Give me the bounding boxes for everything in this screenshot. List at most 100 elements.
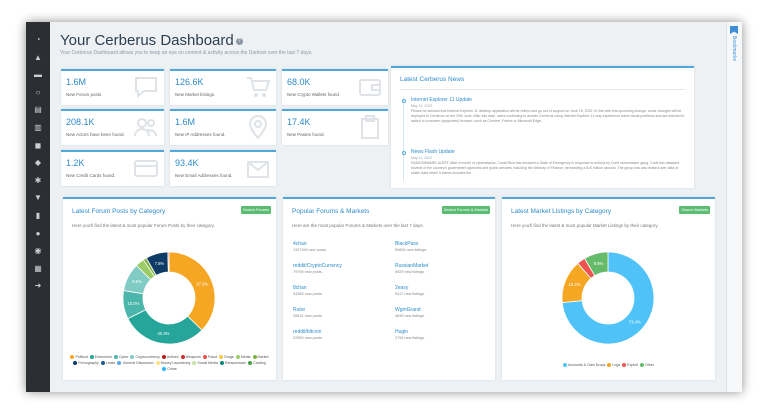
building-icon[interactable]: ▦: [34, 263, 42, 273]
forum-name[interactable]: 8chan: [293, 285, 307, 291]
forum-list-item[interactable]: 2easy 5017 new listings.: [395, 285, 495, 296]
forum-donut-chart: 37.3% 30.3% 10.0% 9.9% 7.8%: [122, 251, 216, 345]
legend-swatch: [563, 363, 568, 368]
legend-item[interactable]: Accounts & Gain Drops: [563, 362, 605, 368]
legend-item[interactable]: Fraud: [202, 354, 217, 360]
news-item-title[interactable]: Internet Explorer 11 Update: [411, 97, 473, 103]
legend-item[interactable]: Cryptocurrency: [130, 354, 160, 360]
bookmarks-label[interactable]: Bookmarks: [731, 36, 737, 62]
forum-list-item[interactable]: 4chan 1337494 new posts.: [293, 241, 393, 252]
legend-label: Drugs: [224, 355, 234, 359]
wallet-icon: [359, 79, 381, 96]
legend-item[interactable]: General Discussion: [117, 360, 154, 366]
forum-list-item[interactable]: Hugin 2794 new listings.: [395, 329, 495, 340]
user-icon[interactable]: ◉: [34, 246, 42, 256]
legend-item[interactable]: Political: [70, 354, 88, 360]
stat-value: 208.1K: [66, 117, 95, 127]
forum-list-item[interactable]: Rutor 26631 new posts.: [293, 307, 393, 318]
envelope-icon: [247, 161, 269, 178]
dashboard-icon[interactable]: ◔: [35, 35, 41, 44]
forum-name[interactable]: 2easy: [395, 285, 409, 291]
forum-name[interactable]: RussianMarket: [395, 263, 429, 269]
forum-list-item[interactable]: 8chan 34369 new posts.: [293, 285, 393, 296]
donut-slice[interactable]: [168, 251, 216, 331]
forum-name[interactable]: Hugin: [395, 329, 409, 335]
bug-icon[interactable]: ✱: [34, 175, 42, 185]
forum-list-item[interactable]: reddit/CryptoCurrency 79795 new posts.: [293, 263, 393, 274]
donut-slice[interactable]: [561, 251, 655, 345]
hammer-icon[interactable]: ▼: [34, 193, 42, 203]
legend-item[interactable]: Money Laundering: [155, 360, 191, 366]
legend-item[interactable]: Extremism: [89, 354, 112, 360]
cart-icon[interactable]: ◆: [34, 158, 42, 168]
help-icon[interactable]: ?: [235, 37, 243, 45]
forum-list-item[interactable]: reddit/bitcoin 22555 new posts.: [293, 329, 393, 340]
folder-icon[interactable]: ▬: [34, 70, 42, 80]
stat-card[interactable]: 126.6K New Market listings.: [170, 69, 276, 105]
stat-card[interactable]: 93.4K New Email Addresses found.: [170, 150, 276, 186]
legend-swatch: [219, 355, 224, 360]
stat-card[interactable]: 17.4K New Pastes found.: [282, 109, 388, 145]
market-category-panel: Latest Market Listings by Category Searc…: [502, 197, 715, 380]
legend-item[interactable]: Leaks: [100, 360, 115, 366]
search-forums-button[interactable]: Search Forums: [241, 206, 271, 214]
forum-count: 79795 new posts.: [293, 270, 323, 274]
legend-item[interactable]: Crime: [162, 366, 177, 372]
search-markets-button[interactable]: Search Markets: [679, 206, 710, 214]
chat-icon[interactable]: ◼: [34, 140, 42, 150]
chart-icon[interactable]: ▥: [34, 123, 42, 132]
forum-name[interactable]: Rutor: [293, 307, 306, 313]
legend-swatch: [192, 361, 197, 366]
legend-label: Other: [644, 363, 654, 367]
forum-name[interactable]: reddit/CryptoCurrency: [293, 263, 342, 269]
popular-forums-panel: Popular Forums & Markets Search Forums &…: [283, 197, 495, 380]
book-icon[interactable]: ▤: [34, 105, 42, 115]
chart-legend: Accounts & Gain Drops Logs Exploit Other: [508, 362, 709, 368]
legend-item[interactable]: Cyber: [113, 354, 129, 360]
donut-slice[interactable]: [167, 251, 170, 273]
news-item: Internet Explorer 11 Update May 31, 2022…: [411, 97, 685, 130]
bell-icon[interactable]: ▲: [34, 52, 42, 62]
file-icon[interactable]: ▮: [35, 211, 41, 220]
legend-item[interactable]: Other: [639, 362, 654, 368]
legend-item[interactable]: Ransomware: [219, 360, 246, 366]
legend-item[interactable]: Market: [252, 354, 269, 360]
forum-list-item[interactable]: BlackPass 69826 new listings.: [395, 241, 495, 252]
forum-name[interactable]: reddit/bitcoin: [293, 329, 322, 335]
legend-item[interactable]: Weapons: [180, 354, 201, 360]
legend-item[interactable]: Carding: [248, 360, 266, 366]
stat-card[interactable]: 1.6M New IP Addresses found.: [170, 109, 276, 145]
legend-item[interactable]: Antisec: [161, 354, 179, 360]
forum-count: 69826 new listings.: [395, 248, 428, 252]
market-donut-chart: 73.4% 15.2% 8.5%: [561, 251, 655, 345]
legend-label: Money Laundering: [160, 361, 191, 365]
search-icon[interactable]: ○: [35, 87, 41, 97]
forum-name[interactable]: 4chan: [293, 241, 307, 247]
legend-label: Cyber: [118, 355, 129, 359]
timeline-dot: [402, 99, 406, 103]
forum-list-item[interactable]: RussianMarket 5929 new listings.: [395, 263, 495, 274]
logout-icon[interactable]: ➜: [34, 281, 42, 291]
slice-label: 9.9%: [132, 279, 142, 284]
forum-name[interactable]: BlackPass: [395, 241, 419, 247]
donut-slice[interactable]: [584, 251, 609, 277]
forum-list-item[interactable]: WgmGrand 4645 new listings.: [395, 307, 495, 318]
news-item-title[interactable]: News Flash Update: [411, 149, 455, 155]
stat-card[interactable]: 1.2K New Credit Cards found.: [61, 150, 164, 186]
forum-name[interactable]: WgmGrand: [395, 307, 421, 313]
stat-card[interactable]: 1.6M New Forum posts.: [61, 69, 164, 105]
legend-item[interactable]: Media: [235, 354, 251, 360]
legend-item[interactable]: Logs: [607, 362, 620, 368]
stat-card[interactable]: 68.0K New Crypto Wallets found.: [282, 69, 388, 105]
search-forums-markets-button[interactable]: Search Forums & Markets: [441, 206, 490, 214]
legend-item[interactable]: Pornography: [73, 360, 99, 366]
comment-icon[interactable]: ●: [35, 228, 41, 238]
bookmark-icon[interactable]: [730, 26, 738, 34]
legend-item[interactable]: Social Media: [192, 360, 218, 366]
stat-card[interactable]: 208.1K New Actors have been found.: [61, 109, 164, 145]
legend-item[interactable]: Drugs: [219, 354, 234, 360]
legend-item[interactable]: Exploit: [622, 362, 638, 368]
panel-description: Here are the most popular Forums & Marke…: [292, 223, 424, 228]
stat-value: 68.0K: [287, 77, 311, 87]
news-card: Latest Cerberus News Internet Explorer 1…: [391, 66, 694, 188]
